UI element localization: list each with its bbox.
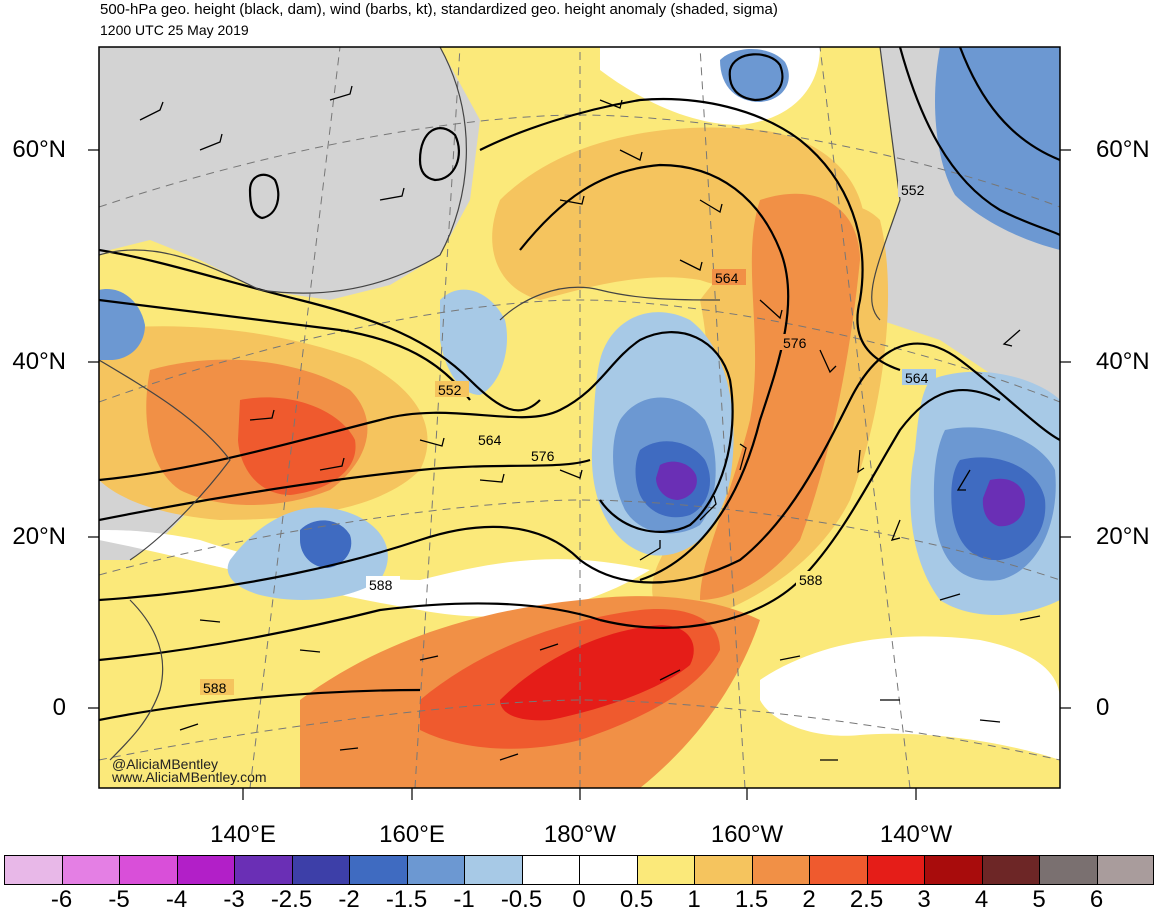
colorbar-tick-label: 5 xyxy=(1032,886,1046,913)
negative-anomaly-far-west xyxy=(99,289,145,360)
lon-label: 160°W xyxy=(710,821,784,848)
colorbar-tick-label: 2.5 xyxy=(849,886,884,913)
map-timestamp: 1200 UTC 25 May 2019 xyxy=(100,22,249,38)
colorbar-swatch xyxy=(751,855,809,885)
colorbar-tick-label: -5 xyxy=(108,886,130,913)
contour-label: 564 xyxy=(478,432,502,448)
lon-label: 160°E xyxy=(379,821,445,848)
colorbar-tick-label: 1.5 xyxy=(734,886,769,913)
lon-label: 140°E xyxy=(210,821,276,848)
negative-anomaly-northeast xyxy=(935,47,1060,250)
colorbar-swatch xyxy=(61,855,119,885)
colorbar-tick-label: 3 xyxy=(917,886,931,913)
credit-handle: @AliciaMBentley xyxy=(112,756,219,772)
frame-ticks xyxy=(88,149,1071,800)
map-layers: 552 564 576 588 552 564 576 588 564 588 xyxy=(99,47,1060,788)
colorbar-swatch xyxy=(1096,855,1154,885)
colorbar-tick-label: 0.5 xyxy=(619,886,654,913)
colorbar-swatch xyxy=(4,855,62,885)
colorbar-swatch xyxy=(809,855,867,885)
colorbar-tick-label: 6 xyxy=(1089,886,1104,913)
colorbar-swatch xyxy=(866,855,924,885)
colorbar xyxy=(4,855,1154,885)
colorbar-swatch xyxy=(636,855,694,885)
positive-anomaly-equator-max xyxy=(500,625,694,721)
colorbar-swatch xyxy=(176,855,234,885)
negative-anomaly-central-max xyxy=(656,461,697,500)
colorbar-swatch xyxy=(1039,855,1097,885)
lat-label-left: 20°N xyxy=(12,523,66,550)
colorbar-swatch xyxy=(234,855,292,885)
lat-label-left: 40°N xyxy=(12,348,66,375)
colorbar-swatch xyxy=(981,855,1039,885)
contour-label: 564 xyxy=(905,370,929,386)
colorbar-tick-label: -6 xyxy=(50,886,73,913)
colorbar-tick-label: -2.5 xyxy=(270,886,313,913)
colorbar-tick-label: 0 xyxy=(572,886,586,913)
contour-label-group: 552 564 576 588 552 564 576 588 564 588 xyxy=(200,181,936,696)
colorbar-swatch xyxy=(349,855,407,885)
contour-label: 552 xyxy=(438,382,462,398)
positive-anomaly-east-ridge-core xyxy=(700,193,860,600)
graticule xyxy=(99,47,1060,788)
colorbar-tick-label: -4 xyxy=(165,886,188,913)
colorbar-tick-label: 4 xyxy=(974,886,989,913)
lat-label-left: 0 xyxy=(52,694,66,721)
lat-label-right: 20°N xyxy=(1096,523,1150,550)
lat-label-right: 60°N xyxy=(1096,136,1150,163)
negative-anomaly-tropical-low-core xyxy=(300,520,352,568)
coastlines xyxy=(99,47,901,761)
colorbar-swatch xyxy=(579,855,637,885)
colorbar-tick-label: -1.5 xyxy=(385,886,428,913)
contour-label: 588 xyxy=(799,572,823,588)
colorbar-swatch xyxy=(521,855,579,885)
lon-label: 140°W xyxy=(879,821,953,848)
colorbar-swatch xyxy=(406,855,464,885)
colorbar-swatch xyxy=(291,855,349,885)
contour-label: 564 xyxy=(715,270,739,286)
positive-anomaly-west-max xyxy=(238,397,356,495)
colorbar-swatch xyxy=(924,855,982,885)
negative-anomaly-east-max xyxy=(982,478,1025,527)
contour-label: 576 xyxy=(531,448,555,464)
colorbar-tick-label: -1 xyxy=(453,886,475,913)
height-contours xyxy=(99,47,1060,722)
colorbar-tick-label: -3 xyxy=(223,886,245,913)
wind-barbs xyxy=(139,85,1041,761)
lat-label-right: 40°N xyxy=(1096,348,1150,375)
colorbar-tick-label: 2 xyxy=(802,886,816,913)
lon-label: 180°W xyxy=(543,821,617,848)
contour-label: 588 xyxy=(369,577,393,593)
colorbar-tick-label: 1 xyxy=(687,886,701,913)
colorbar-tick-label: -2 xyxy=(338,886,360,913)
colorbar-swatch xyxy=(119,855,177,885)
colorbar-tick-label: -0.5 xyxy=(500,886,543,913)
neutral-band-east xyxy=(760,636,1060,760)
credit-site: www.AliciaMBentley.com xyxy=(112,769,267,785)
asia-land xyxy=(99,47,480,300)
colorbar-swatch xyxy=(464,855,522,885)
map-title: 500-hPa geo. height (black, dam), wind (… xyxy=(100,1,778,18)
contour-label: 576 xyxy=(783,335,807,351)
negative-anomaly-arctic xyxy=(720,48,789,102)
lat-label-left: 60°N xyxy=(12,136,66,163)
colorbar-swatch xyxy=(694,855,752,885)
contour-label: 552 xyxy=(901,182,925,198)
lat-label-right: 0 xyxy=(1096,694,1110,721)
contour-label: 588 xyxy=(203,680,227,696)
